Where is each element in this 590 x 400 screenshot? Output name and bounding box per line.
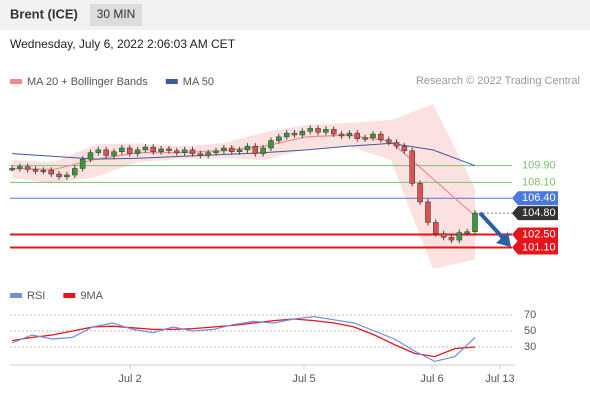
- legend-swatch: [165, 79, 178, 84]
- rsi-legend-label: RSI: [27, 290, 45, 302]
- candle-body: [260, 147, 266, 154]
- candle-body: [472, 212, 478, 232]
- timestamp: Wednesday, July 6, 2022 2:06:03 AM CET: [10, 37, 236, 51]
- candle-body: [464, 231, 470, 234]
- candle-body: [378, 133, 384, 140]
- level-label: 109.90: [522, 160, 556, 172]
- candle-body: [111, 151, 117, 156]
- header-bar: [0, 0, 590, 30]
- candle-body: [95, 149, 102, 153]
- legend-swatch: [10, 79, 22, 84]
- rsi-tick-label: 50: [524, 325, 536, 337]
- candle-body: [103, 149, 109, 156]
- candle-body: [276, 136, 282, 141]
- candle-body: [197, 153, 204, 156]
- rsi-legend-swatch: [63, 293, 76, 298]
- legend-label: MA 50: [183, 76, 214, 88]
- level-label: 104.80: [522, 207, 556, 219]
- candle-body: [56, 173, 62, 178]
- candle-body: [174, 150, 180, 153]
- candle-body: [79, 158, 86, 169]
- candle-body: [354, 132, 361, 139]
- candle-body: [425, 201, 431, 223]
- candle-body: [448, 237, 455, 241]
- candle-body: [362, 137, 368, 140]
- candle-body: [166, 148, 172, 152]
- candle-body: [181, 149, 188, 153]
- candle-body: [40, 170, 47, 173]
- candle-body: [24, 166, 31, 170]
- candle-body: [205, 152, 211, 156]
- level-tag: [512, 240, 558, 255]
- candle-body: [228, 147, 235, 152]
- candle-body: [433, 222, 439, 234]
- level-tag: [512, 227, 558, 242]
- instrument: Brent (ICE): [10, 6, 78, 21]
- level-label: 106.40: [522, 192, 556, 204]
- ma20-line: [11, 134, 476, 217]
- candle-body: [142, 146, 149, 151]
- candle-body: [456, 232, 463, 241]
- x-tick-label: Jul 2: [118, 373, 141, 385]
- candle-body: [32, 169, 39, 172]
- candle-body: [299, 131, 306, 136]
- level-tag: [512, 206, 558, 221]
- candle-body: [87, 152, 94, 160]
- candle-body: [17, 166, 23, 169]
- forecast-arrowhead: [496, 232, 511, 247]
- candle-body: [307, 128, 313, 132]
- candle-body: [64, 174, 70, 178]
- level-label: 108.10: [522, 176, 556, 188]
- rsi-tick-label: 30: [524, 341, 536, 353]
- interval-label[interactable]: 30 MIN: [97, 7, 136, 21]
- candle-body: [393, 142, 400, 147]
- x-tick-label: Jul 6: [420, 373, 443, 385]
- candle-body: [268, 140, 274, 149]
- legend-label: MA 20 + Bollinger Bands: [27, 76, 148, 88]
- x-tick-label: Jul 13: [485, 373, 514, 385]
- candle-body: [252, 145, 259, 154]
- candle-body: [126, 147, 133, 154]
- candle-body: [72, 168, 78, 176]
- source: Research © 2022 Trading Central: [416, 75, 580, 87]
- rsi-line: [11, 315, 476, 363]
- candle-body: [213, 150, 219, 153]
- candle-body: [417, 183, 423, 203]
- level-label: 101.10: [522, 241, 556, 253]
- candle-body: [323, 129, 329, 133]
- candle-body: [409, 150, 415, 184]
- candle-body: [48, 170, 54, 175]
- candle-body: [134, 149, 141, 154]
- candle-body: [440, 233, 447, 238]
- candle-body: [283, 132, 290, 138]
- interval-button[interactable]: [90, 4, 142, 26]
- candle-body: [401, 145, 408, 152]
- candle-body: [291, 132, 298, 136]
- x-tick-label: Jul 5: [292, 373, 315, 385]
- candle-body: [150, 146, 157, 152]
- candle-body: [244, 145, 251, 151]
- candle-body: [236, 149, 243, 152]
- candle-body: [346, 132, 353, 137]
- level-label: 102.50: [522, 228, 556, 240]
- rsi-tick-label: 70: [524, 309, 536, 321]
- level-tag: [512, 191, 558, 206]
- rsi-legend-swatch: [10, 293, 22, 298]
- candle-body: [330, 129, 337, 135]
- candle-body: [370, 133, 376, 139]
- rsi-legend-label: 9MA: [80, 290, 103, 302]
- candle-body: [158, 148, 164, 152]
- candle-body: [221, 147, 227, 152]
- rsi-ma-line: [11, 318, 476, 358]
- candle-body: [315, 128, 321, 133]
- candle-body: [189, 149, 196, 154]
- candle-body: [338, 133, 345, 137]
- bollinger-band: [12, 104, 475, 269]
- candle-body: [9, 168, 15, 171]
- candle-body: [385, 139, 392, 143]
- candle-body: [119, 147, 125, 152]
- forecast-arrow: [478, 211, 505, 240]
